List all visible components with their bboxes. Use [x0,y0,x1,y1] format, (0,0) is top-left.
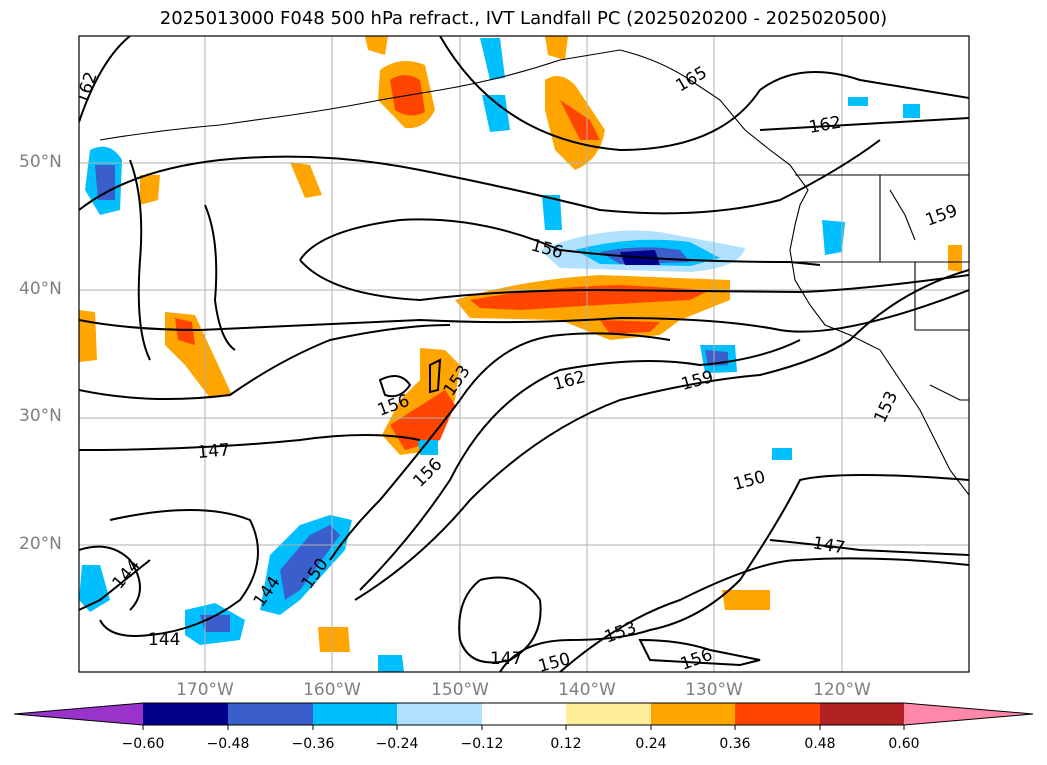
colorbar-segment [313,703,397,725]
colorbar-segment [143,703,228,725]
lat-label: 20°N [19,534,62,554]
contour-label: 147 [197,440,231,463]
colorbar-tick-label: 0.12 [550,736,582,752]
lon-label: 170°W [176,680,234,700]
graticule [79,36,969,672]
anomaly-fills [79,36,962,672]
isolines [79,36,969,672]
contour-label: 150 [536,649,573,677]
colorbar-tick-label: 0.36 [719,736,751,752]
colorbar-tick-label: 0.24 [635,736,667,752]
coastlines [99,49,969,496]
colorbar-tick-label: −0.12 [460,736,504,752]
colorbar-tick-label: −0.24 [375,736,419,752]
colorbar-segment [820,703,904,725]
map-title: 2025013000 F048 500 hPa refract., IVT La… [159,8,888,29]
colorbar-segment [482,703,566,725]
lat-label: 50°N [19,152,62,172]
map-background [79,36,969,672]
colorbar-segment [566,703,651,725]
lon-label: 130°W [685,680,743,700]
lat-label: 40°N [19,279,62,299]
contour-label: 147 [490,649,522,669]
lon-label: 120°W [813,680,871,700]
lon-label: 160°W [303,680,361,700]
colorbar-tick-label: −0.36 [291,736,335,752]
colorbar-segment [397,703,482,725]
colorbar-tick-label: −0.48 [206,736,250,752]
colorbar-segment [735,703,820,725]
colorbar-tick-label: 0.60 [888,736,920,752]
lat-label: 30°N [19,406,62,426]
colorbar-tick-label: −0.60 [121,736,165,752]
colorbar [13,702,1034,730]
map-frame [78,35,970,673]
colorbar-over-arrow [904,703,1033,725]
colorbar-tick-marks [142,725,905,730]
colorbar-segment [651,703,735,725]
lon-label: 150°W [431,680,489,700]
colorbar-tick-label: 0.48 [804,736,836,752]
colorbar-under-arrow [14,703,143,725]
colorbar-segment [228,703,313,725]
lon-label: 140°W [558,680,616,700]
contour-label: 144 [148,630,180,650]
